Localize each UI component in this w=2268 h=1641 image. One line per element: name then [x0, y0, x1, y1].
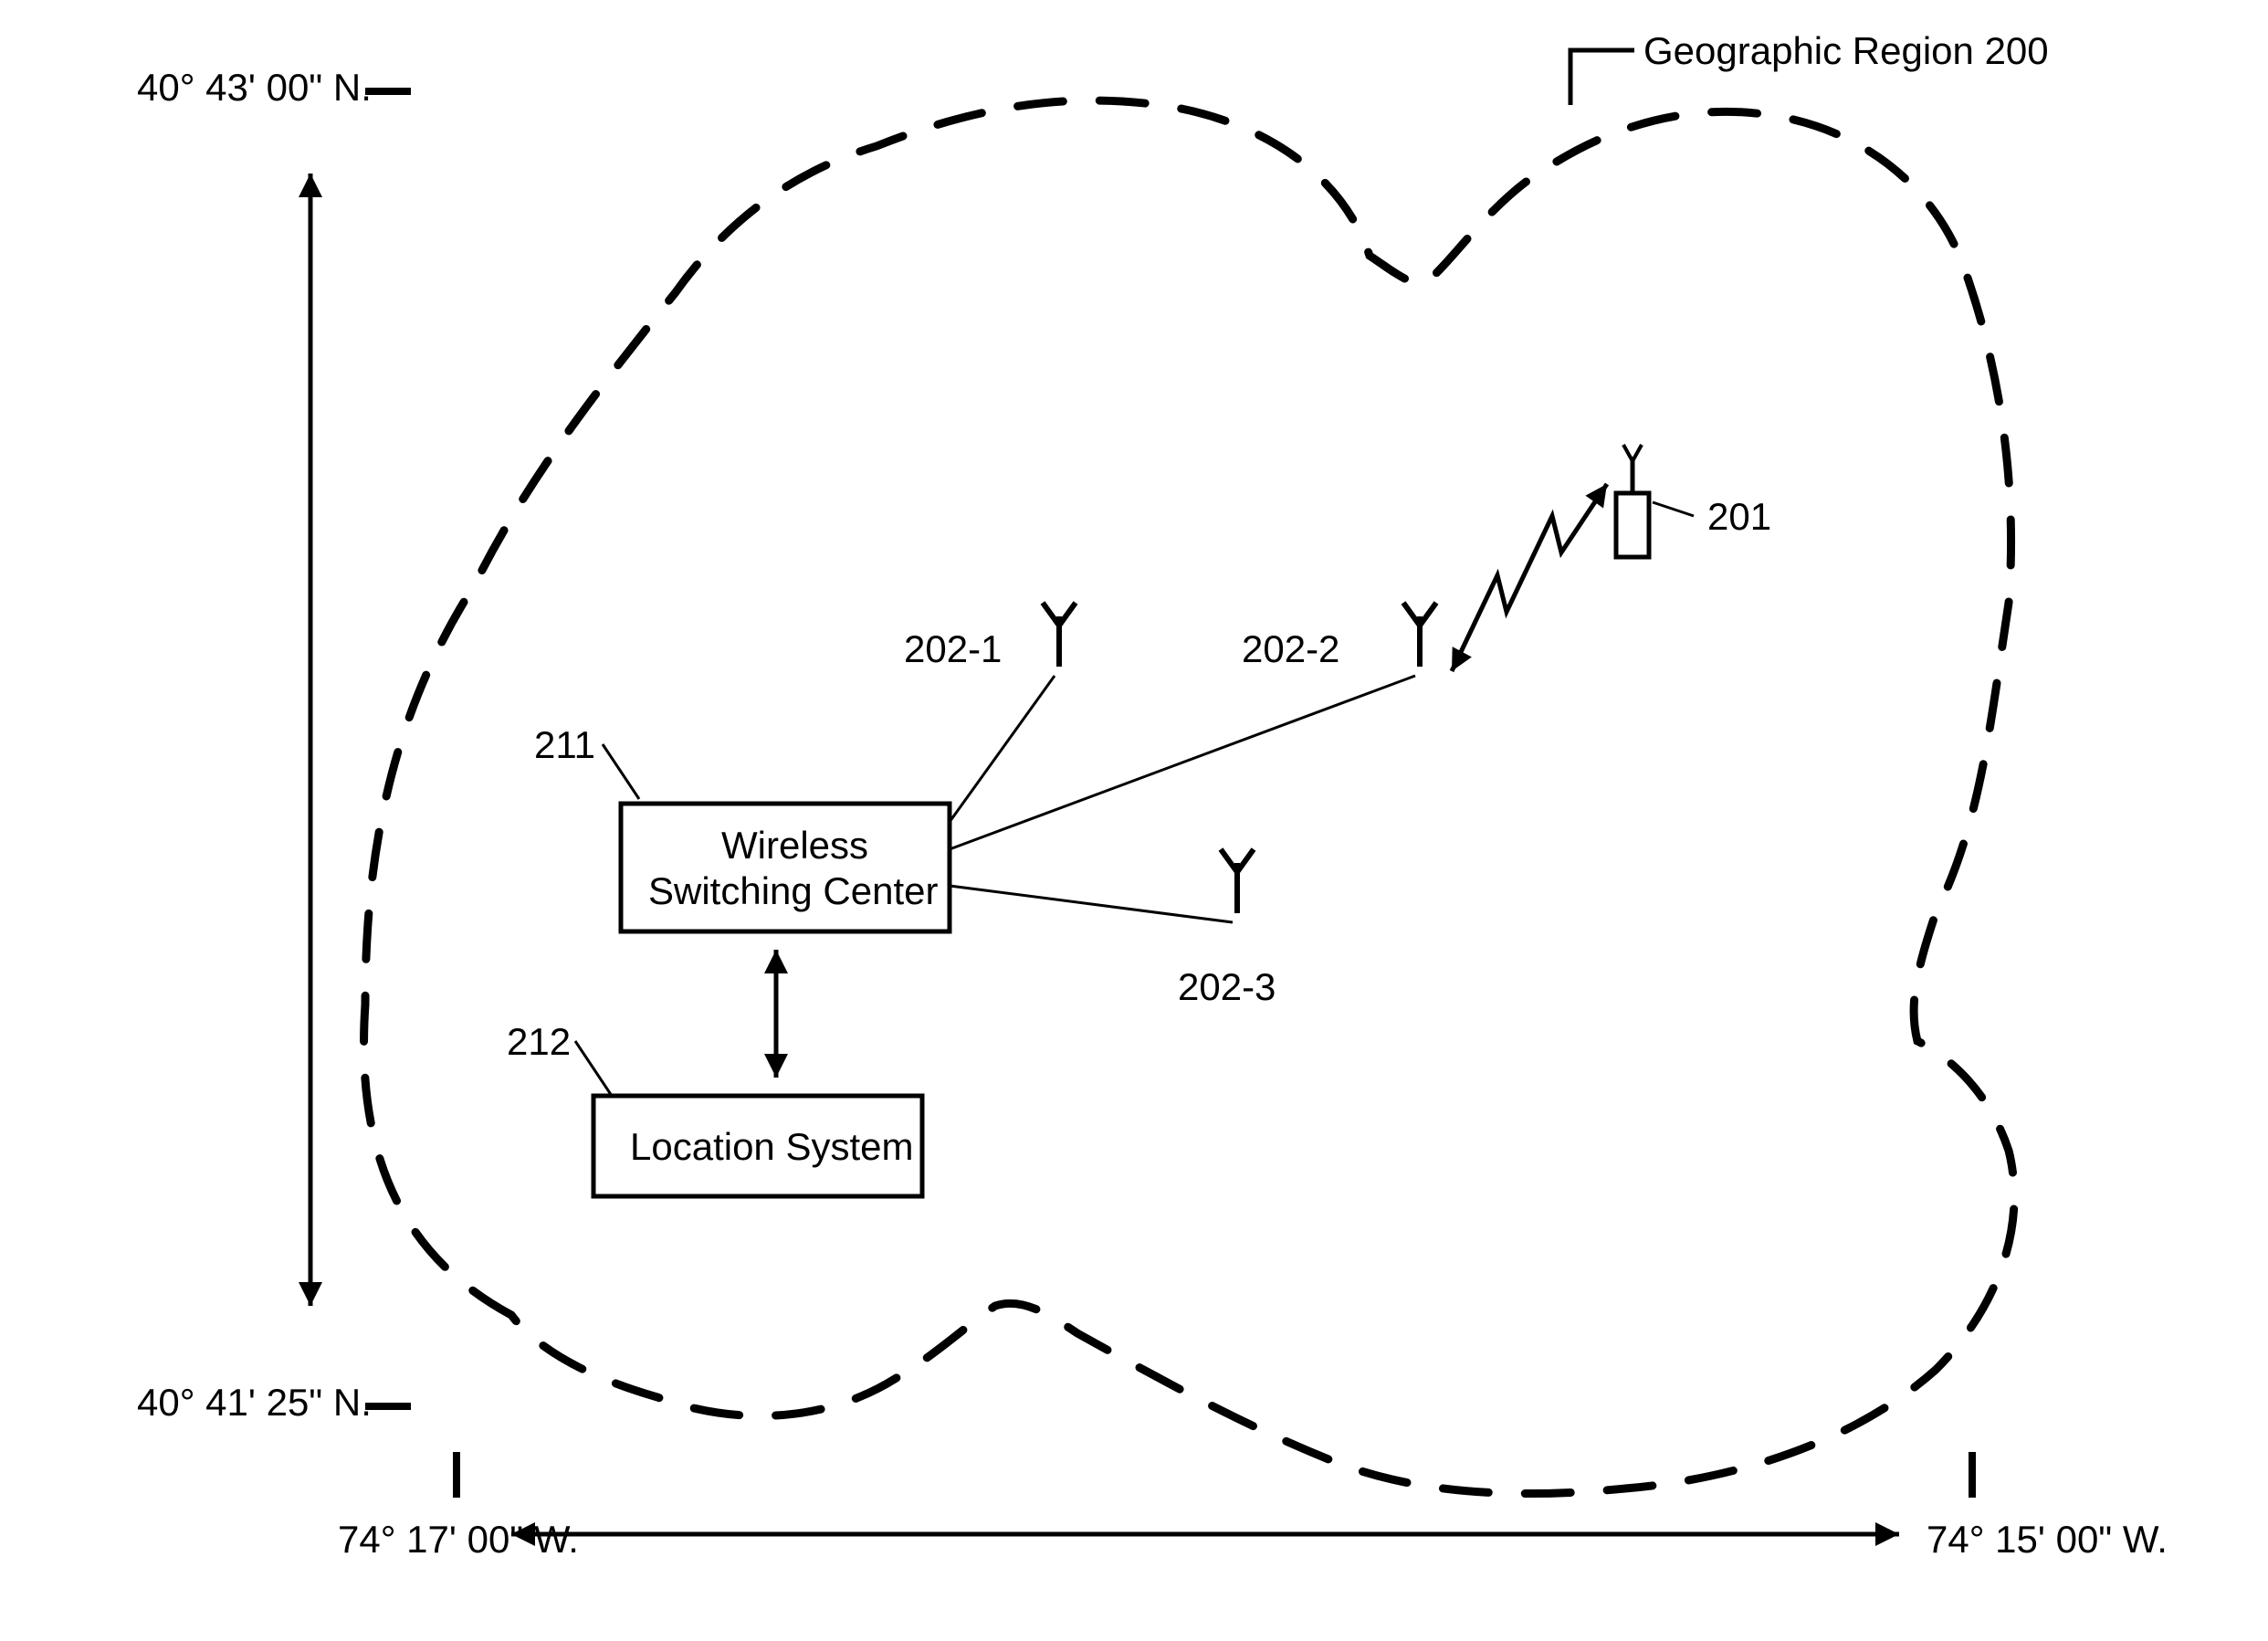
antenna-icon: [1221, 849, 1254, 913]
antenna-icon: [1043, 603, 1076, 667]
antenna-ref-a3: 202-3: [1178, 965, 1276, 1008]
geographic-region-boundary: [364, 100, 2015, 1494]
wireless-terminal: [1616, 445, 1694, 557]
loc-ref: 212: [507, 1020, 571, 1063]
lon-right-label: 74° 15' 00" W.: [1927, 1518, 2168, 1561]
wsc-ref: 211: [534, 723, 595, 766]
location-system: [575, 1041, 922, 1196]
lat-bottom-label: 40° 41' 25" N.: [137, 1381, 372, 1424]
lon-left-label: 74° 17' 00" W.: [338, 1518, 579, 1561]
antenna-ref-a2: 202-2: [1242, 627, 1339, 670]
wsc-line1: Wireless: [721, 824, 868, 867]
antenna-ref-a1: 202-1: [904, 627, 1002, 670]
rf-link-zigzag: [1452, 484, 1607, 671]
loc-line1: Location System: [630, 1125, 914, 1168]
geographic-region-text: Geographic Region 200: [1643, 29, 2049, 72]
lat-top-label: 40° 43' 00" N.: [137, 66, 372, 109]
wsc-line2: Switching Center: [648, 869, 938, 912]
antenna-icon: [1403, 603, 1436, 667]
terminal-ref: 201: [1707, 495, 1771, 538]
geographic-region-label: [1570, 50, 1634, 105]
